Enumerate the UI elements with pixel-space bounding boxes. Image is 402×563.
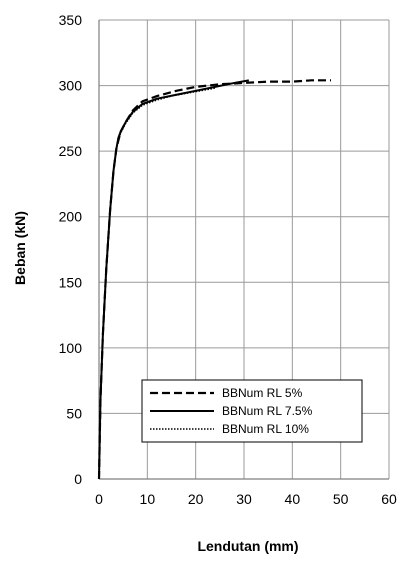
legend: BBNum RL 5% BBNum RL 7.5% BBNum RL 10%: [141, 379, 363, 443]
y-tick-label-7: 350: [59, 12, 83, 28]
legend-label-0: BBNum RL 5%: [222, 386, 303, 400]
x-tick-label-4: 40: [285, 491, 301, 507]
axes: [98, 20, 389, 480]
x-axis-title: Lendutan (mm): [197, 538, 298, 554]
legend-label-1: BBNum RL 7.5%: [222, 404, 313, 418]
series-line-2: [98, 87, 216, 480]
series-lines: [97, 79, 331, 480]
x-tick-label-2: 20: [188, 491, 204, 507]
x-tick-label-5: 50: [333, 491, 349, 507]
x-tick-label-3: 30: [236, 491, 252, 507]
y-axis-title: Beban (kN): [12, 211, 28, 285]
y-tick-label-1: 50: [66, 405, 82, 421]
y-tick-label-4: 200: [59, 209, 83, 225]
legend-label-2: BBNum RL 10%: [222, 422, 309, 436]
x-tick-label-0: 0: [95, 491, 103, 507]
y-tick-label-0: 0: [74, 471, 82, 487]
y-tick-label-3: 150: [59, 274, 83, 290]
tick-labels: 0 10 20 30 40 50 60 0 50 100 150 200 250 300 350: [59, 12, 397, 507]
grid-lines: [98, 19, 390, 480]
x-tick-label-6: 60: [381, 491, 397, 507]
y-tick-label-5: 250: [59, 143, 83, 159]
x-tick-label-1: 10: [140, 491, 156, 507]
y-tick-label-2: 100: [59, 340, 83, 356]
y-tick-label-6: 300: [59, 78, 83, 94]
